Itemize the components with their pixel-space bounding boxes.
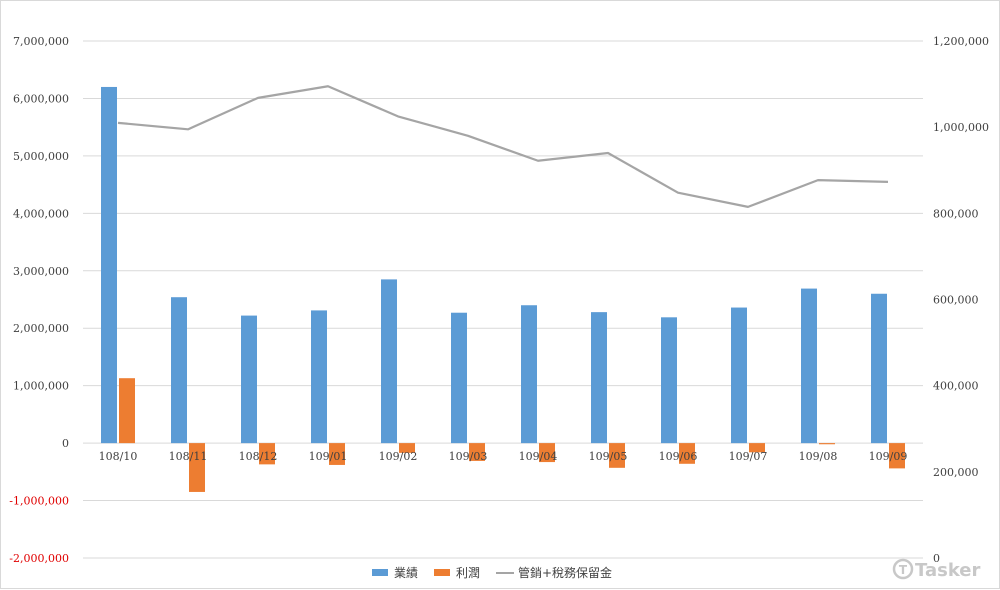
bar-profit <box>679 443 695 464</box>
bar-revenue <box>661 317 677 444</box>
category-label: 109/01 <box>309 450 348 463</box>
category-label: 109/07 <box>729 450 768 463</box>
bar-profit <box>889 443 905 469</box>
logo-glyph: T <box>899 563 908 577</box>
bar-profit <box>259 443 275 465</box>
right-axis-tick-label: 600,000 <box>933 294 979 307</box>
bar-profit <box>749 443 765 453</box>
bar-profit <box>469 443 485 461</box>
right-axis-tick-label: 800,000 <box>933 207 979 220</box>
category-label: 109/06 <box>659 450 698 463</box>
line-series <box>117 85 889 208</box>
gridlines <box>83 40 923 559</box>
category-label: 108/11 <box>169 450 208 463</box>
category-label: 108/10 <box>99 450 138 463</box>
bars <box>101 86 905 492</box>
bar-revenue <box>101 86 117 444</box>
category-label: 109/05 <box>589 450 628 463</box>
left-axis-tick-label: 1,000,000 <box>13 380 69 393</box>
category-label: 108/12 <box>239 450 278 463</box>
legend: 業績 利潤 管銷+稅務保留金 <box>372 565 612 580</box>
logo-ring <box>892 558 914 580</box>
bar-profit <box>189 443 205 492</box>
right-axis-tick-label: 400,000 <box>933 380 979 393</box>
bar-revenue <box>591 312 607 444</box>
left-axis-tick-label: -2,000,000 <box>9 552 69 565</box>
bar-profit <box>399 443 415 453</box>
left-axis-tick-label: 2,000,000 <box>13 322 69 335</box>
left-axis-tick-label: 0 <box>62 437 69 450</box>
bar-profit <box>119 378 135 444</box>
bar-revenue <box>731 307 747 444</box>
left-axis-tick-label: 5,000,000 <box>13 150 69 163</box>
left-axis-tick-label: 3,000,000 <box>13 265 69 278</box>
category-label: 109/04 <box>519 450 558 463</box>
legend-label: 利潤 <box>456 566 480 580</box>
right-axis-tick-label: 0 <box>933 552 940 565</box>
bar-revenue <box>171 297 187 444</box>
bar-revenue <box>241 315 257 444</box>
legend-label: 管銷+稅務保留金 <box>518 565 612 580</box>
left-axis-tick-label: 4,000,000 <box>13 207 69 220</box>
bar-profit <box>609 443 625 468</box>
legend-label: 業績 <box>394 566 418 580</box>
category-label: 109/09 <box>869 450 908 463</box>
legend-swatch <box>372 569 388 576</box>
bar-revenue <box>871 293 887 444</box>
bar-profit <box>819 443 835 445</box>
watermark-logo: T Tasker <box>892 558 981 581</box>
category-labels: 108/10 108/11 108/12 109/01 109/02 109/03 109/… <box>99 450 908 463</box>
bar-revenue <box>311 310 327 444</box>
category-label: 109/03 <box>449 450 488 463</box>
bar-profit <box>539 443 555 463</box>
category-label: 109/08 <box>799 450 838 463</box>
tasker-logo-icon: T <box>892 558 914 580</box>
legend-swatch <box>434 569 450 576</box>
left-axis-tick-label: -1,000,000 <box>9 495 69 508</box>
bar-revenue <box>801 288 817 444</box>
watermark-text: Tasker <box>915 560 981 581</box>
right-axis-tick-label: 200,000 <box>933 466 979 479</box>
left-axis-tick-label: 6,000,000 <box>13 92 69 105</box>
line-expense-tax-reserve <box>117 85 889 208</box>
bar-revenue <box>521 305 537 444</box>
bar-revenue <box>381 279 397 444</box>
right-axis-tick-label: 1,000,000 <box>933 121 989 134</box>
bar-profit <box>329 443 345 465</box>
left-axis-tick-label: 7,000,000 <box>13 35 69 48</box>
right-axis-ticks: 0 200,000 400,000 600,000 800,000 1,000,000 1,… <box>933 35 989 565</box>
right-axis-tick-label: 1,200,000 <box>933 35 989 48</box>
bar-revenue <box>451 312 467 444</box>
category-label: 109/02 <box>379 450 418 463</box>
left-axis-ticks: -2,000,000 -1,000,000 0 1,000,000 2,000,000 3… <box>9 35 69 565</box>
